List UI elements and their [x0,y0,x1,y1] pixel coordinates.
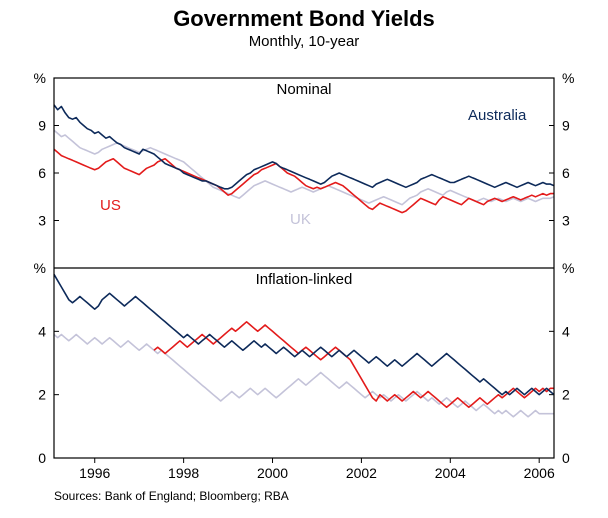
chart-title: Government Bond Yields [173,6,435,31]
y-tick-label: 9 [38,118,46,134]
series-uk [54,130,554,204]
y-tick-label: 2 [38,387,46,403]
x-tick-label: 2002 [346,465,377,481]
chart-subtitle: Monthly, 10-year [249,33,360,50]
y-tick-label: 6 [38,165,46,181]
source-text: Sources: Bank of England; Bloomberg; RBA [54,489,289,503]
y-tick-label: 9 [562,118,570,134]
y-tick-label: 6 [562,165,570,181]
series-label-australia: Australia [468,107,527,124]
y-unit: % [34,70,46,86]
y-tick-label: 4 [562,323,570,339]
series-label-uk: UK [290,211,311,228]
y-tick-label: 2 [562,387,570,403]
x-tick-label: 2006 [524,465,555,481]
series-label-us: US [100,197,121,214]
y-tick-label: 4 [38,323,46,339]
y-tick-label: 0 [562,450,570,466]
series-uk [54,335,554,417]
y-tick-label: 3 [38,213,46,229]
panel-label: Inflation-linked [256,271,353,288]
x-tick-label: 1998 [168,465,199,481]
y-tick-label: 0 [38,450,46,466]
series-australia [54,274,554,394]
y-unit: % [562,260,574,276]
x-tick-label: 2000 [257,465,288,481]
x-tick-label: 2004 [435,465,466,481]
y-unit: % [562,70,574,86]
x-tick-label: 1996 [79,465,110,481]
y-tick-label: 3 [562,213,570,229]
y-unit: % [34,260,46,276]
panel-label: Nominal [276,81,331,98]
